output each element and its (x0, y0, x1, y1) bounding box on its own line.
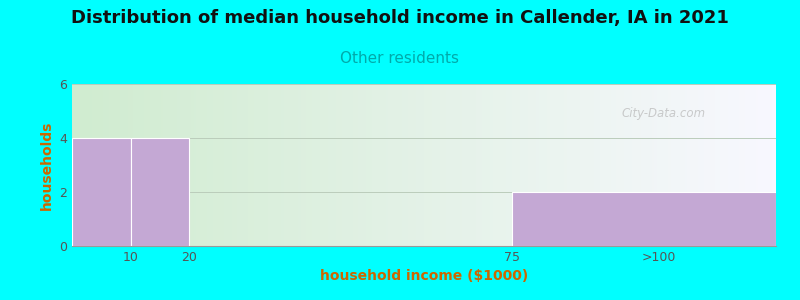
Text: Distribution of median household income in Callender, IA in 2021: Distribution of median household income … (71, 9, 729, 27)
Text: City-Data.com: City-Data.com (621, 107, 706, 120)
Text: Other residents: Other residents (341, 51, 459, 66)
Bar (512, 192, 776, 246)
Bar (130, 138, 190, 246)
X-axis label: household income ($1000): household income ($1000) (320, 269, 528, 284)
Y-axis label: households: households (39, 120, 54, 210)
Bar (72, 138, 130, 246)
